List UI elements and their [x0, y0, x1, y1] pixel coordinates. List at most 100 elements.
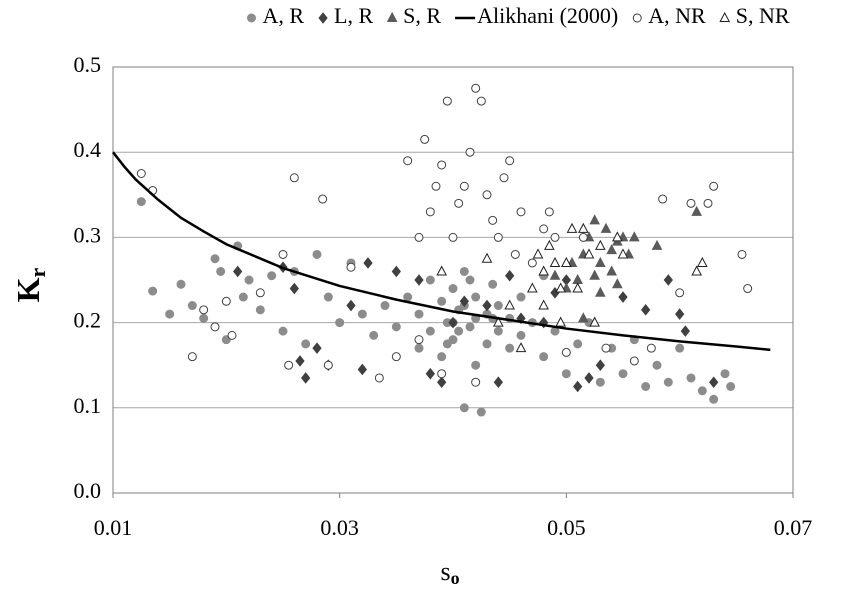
- point: [278, 249, 288, 259]
- point: [652, 360, 662, 370]
- point: [414, 274, 424, 286]
- point: [578, 312, 589, 323]
- point: [658, 194, 668, 204]
- point: [663, 377, 673, 387]
- point: [675, 343, 685, 353]
- y-tick-label: 0.5: [74, 52, 102, 77]
- point: [675, 288, 685, 298]
- point: [686, 373, 696, 383]
- point: [255, 305, 265, 315]
- point: [414, 343, 424, 353]
- point: [437, 160, 447, 170]
- point: [516, 292, 526, 302]
- point: [743, 284, 753, 294]
- legend-item: S, NR: [719, 3, 790, 28]
- point: [436, 265, 447, 276]
- point: [617, 248, 629, 259]
- point: [493, 232, 503, 242]
- point: [391, 352, 401, 362]
- point: [471, 377, 481, 387]
- point: [482, 339, 492, 349]
- point: [549, 256, 561, 267]
- point: [595, 359, 605, 372]
- point: [493, 301, 503, 311]
- point: [629, 356, 639, 366]
- point: [165, 309, 175, 319]
- point: [641, 382, 651, 391]
- point: [488, 215, 498, 225]
- point: [176, 279, 186, 289]
- point: [555, 282, 566, 293]
- point: [481, 252, 493, 263]
- point: [289, 173, 299, 183]
- point: [584, 372, 594, 384]
- point: [675, 308, 685, 320]
- point: [544, 239, 555, 250]
- point: [374, 373, 384, 383]
- point: [437, 376, 447, 389]
- point: [538, 299, 549, 310]
- point: [369, 330, 379, 340]
- y-tick-label: 0.0: [74, 478, 102, 503]
- point: [465, 275, 475, 285]
- point: [544, 207, 554, 217]
- point: [539, 352, 549, 362]
- point: [459, 295, 469, 308]
- point: [148, 286, 158, 296]
- point: [403, 156, 413, 166]
- point: [414, 232, 424, 242]
- point: [572, 282, 583, 293]
- point: [561, 256, 572, 267]
- point: [459, 403, 469, 413]
- x-label-sub: o: [451, 568, 460, 588]
- point: [442, 96, 452, 106]
- point: [442, 339, 452, 349]
- point: [323, 360, 333, 370]
- plot-border: [112, 66, 794, 494]
- y-tick-label: 0.2: [74, 308, 102, 333]
- point: [187, 352, 197, 362]
- point: [403, 292, 413, 302]
- point: [499, 173, 509, 183]
- point: [471, 292, 481, 302]
- point: [720, 369, 730, 379]
- point: [629, 231, 640, 242]
- point: [437, 296, 447, 306]
- point: [504, 299, 515, 310]
- point: [187, 301, 197, 311]
- point: [691, 265, 702, 276]
- x-tick-label: 0.07: [774, 515, 813, 540]
- point: [284, 360, 294, 370]
- point: [697, 256, 708, 267]
- point: [550, 232, 560, 242]
- point: [431, 181, 441, 191]
- legend-label: S, R: [403, 3, 441, 28]
- point: [589, 316, 600, 327]
- point: [601, 343, 611, 353]
- point: [549, 269, 561, 280]
- point: [391, 265, 401, 278]
- point: [420, 134, 430, 144]
- point: [686, 198, 696, 208]
- point: [527, 258, 537, 268]
- point: [651, 239, 663, 250]
- point: [505, 343, 515, 353]
- point: [448, 284, 458, 294]
- point: [295, 355, 305, 367]
- point: [425, 326, 435, 336]
- y-label-main: K: [10, 277, 46, 302]
- y-tick-label: 0.4: [74, 137, 102, 162]
- point: [437, 352, 447, 362]
- point: [244, 275, 254, 285]
- point: [289, 282, 299, 295]
- point: [493, 316, 504, 327]
- point: [476, 96, 486, 106]
- point: [493, 376, 503, 389]
- point: [210, 254, 220, 264]
- point: [606, 265, 617, 276]
- x-label-main: s: [440, 557, 450, 586]
- x-axis-label: so: [440, 557, 459, 588]
- point: [476, 407, 486, 417]
- point: [583, 248, 595, 259]
- legend-item: Alikhani (2000): [455, 3, 618, 28]
